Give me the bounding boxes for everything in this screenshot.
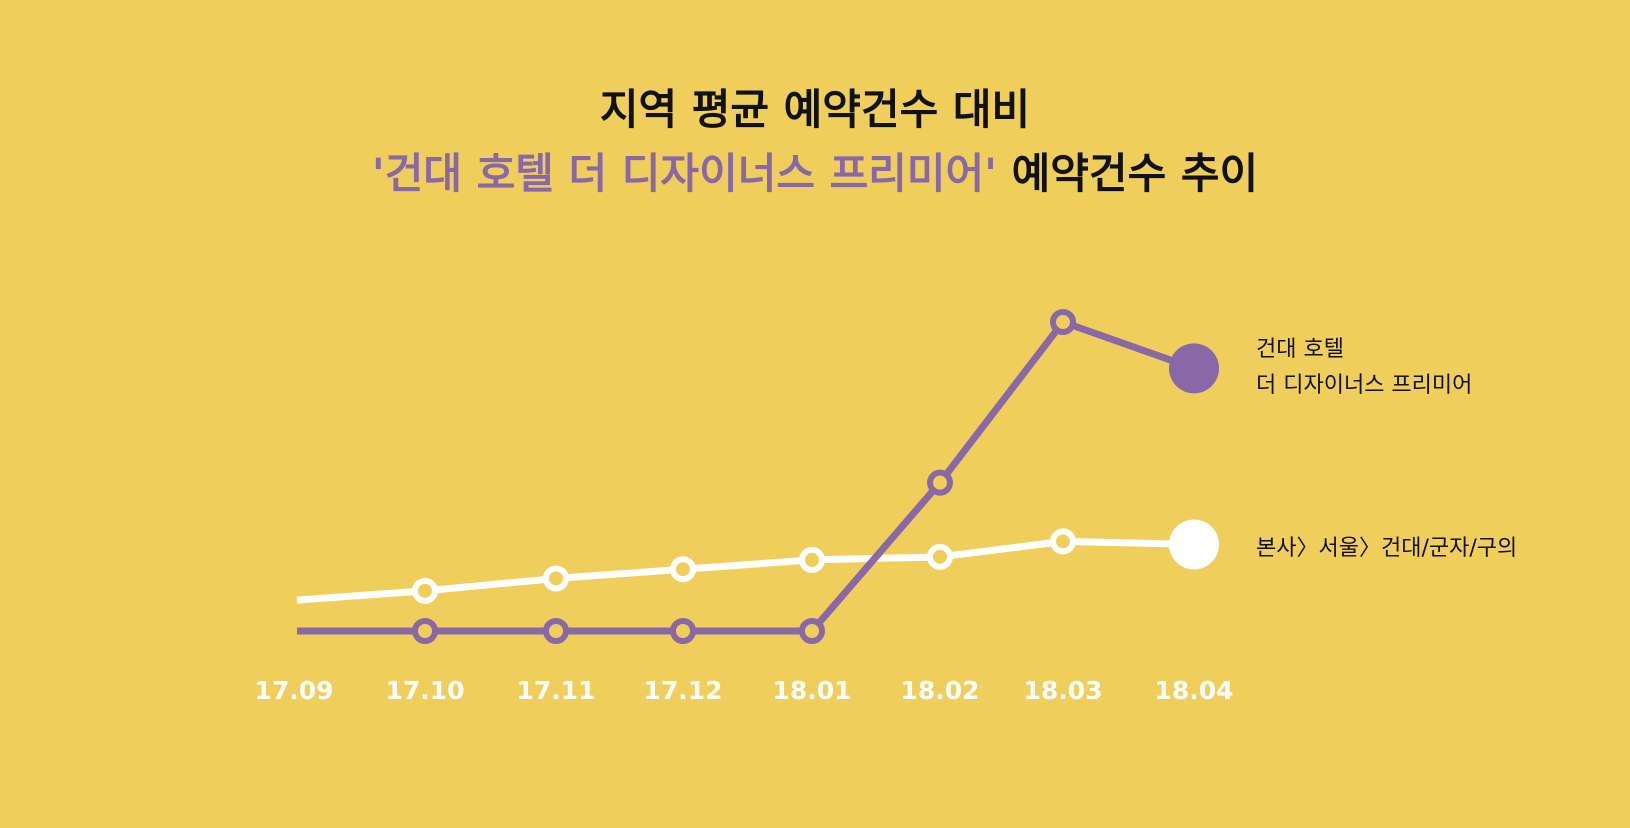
legend-label-series-0: 더 디자이너스 프리미어 (1256, 373, 1472, 398)
series-0-point-1 (412, 618, 438, 644)
series-0-point-2 (543, 618, 569, 644)
x-tick-label: 17.09 (254, 676, 333, 705)
x-tick-label: 17.11 (516, 676, 595, 705)
series-line-0 (297, 318, 1196, 635)
chart-title: 지역 평균 예약건수 대비 '건대 호텔 더 디자이너스 프리미어' 예약건수 … (0, 78, 1630, 206)
series-1-point-1 (412, 577, 438, 604)
series-1-point-6 (1050, 528, 1076, 555)
series-1-point-2 (543, 565, 569, 592)
series-0-point-3 (670, 618, 696, 644)
x-tick-label: 17.10 (385, 676, 464, 705)
x-tick-label: 18.03 (1023, 676, 1102, 705)
series-0-end-point (1169, 343, 1219, 394)
series-0-point-6 (1050, 309, 1076, 335)
x-tick-label: 17.12 (643, 676, 722, 705)
x-tick-label: 18.01 (772, 676, 851, 705)
title-line-1: 지역 평균 예약건수 대비 (599, 85, 1031, 134)
legend-label-series-1: 본사〉서울〉건대/군자/구의 (1256, 536, 1517, 561)
series-1-point-5 (927, 543, 953, 570)
series-0-point-4 (799, 618, 825, 644)
series-line-1 (296, 537, 1195, 604)
title-hotel-name: '건대 호텔 더 디자이너스 프리미어' (371, 149, 998, 198)
series-1-point-3 (670, 556, 696, 583)
title-line-2: '건대 호텔 더 디자이너스 프리미어' 예약건수 추이 (0, 142, 1630, 206)
title-line-2-rest: 예약건수 추이 (997, 149, 1259, 198)
series-0-point-5 (927, 469, 953, 496)
series-1-point-4 (799, 546, 825, 573)
legend-label-series-0: 건대 호텔 (1256, 337, 1344, 362)
x-tick-label: 18.02 (900, 676, 979, 705)
series-1-end-point (1169, 519, 1219, 570)
x-tick-label: 18.04 (1154, 676, 1233, 705)
